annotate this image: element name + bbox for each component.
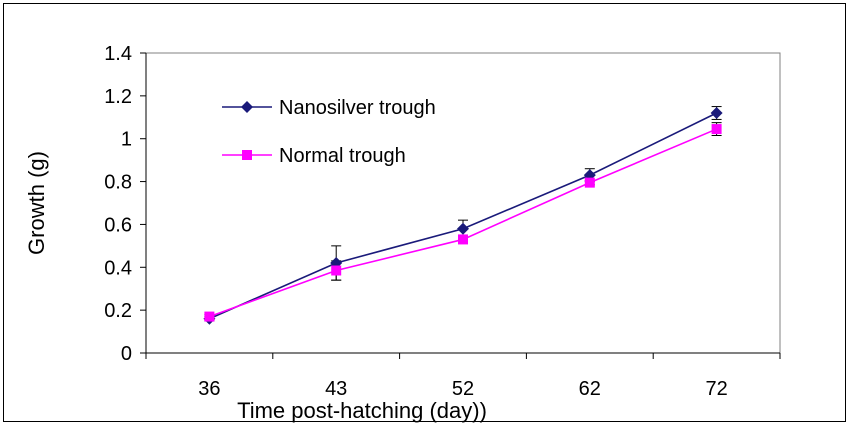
- axes: 0 0.2 0.4 0.6 0.8 1 1.2 1.4 36 43 52 62 72: [104, 43, 781, 400]
- series-line-1: [209, 112, 717, 320]
- data-point-diamond: [710, 107, 723, 119]
- series-lines: [209, 112, 717, 320]
- data-point-square: [204, 311, 215, 322]
- plot-area: [145, 52, 781, 354]
- y-tick-label: 0.2: [104, 300, 132, 322]
- plot-border: [145, 52, 781, 354]
- y-tick-label: 1.2: [104, 86, 132, 108]
- y-tick-label: 0.4: [104, 257, 132, 279]
- legend-label: Nanosilver trough: [279, 97, 436, 119]
- data-point-square: [331, 265, 342, 276]
- y-tick-label: 0.8: [104, 172, 132, 194]
- legend-marker-square: [242, 150, 252, 160]
- data-point-diamond: [457, 222, 469, 235]
- x-tick-label: 62: [579, 378, 601, 400]
- y-tick-label: 0: [121, 343, 132, 365]
- y-tick-label: 1: [121, 129, 132, 151]
- error-bars: [204, 106, 722, 322]
- series-markers: [203, 107, 723, 325]
- data-point-square: [584, 177, 595, 188]
- chart-frame: [3, 3, 846, 422]
- x-tick-label: 72: [705, 378, 727, 400]
- y-tick-label: 1.4: [104, 43, 132, 65]
- x-tick-label: 43: [325, 378, 347, 400]
- x-axis-label: Time post-hatching (day)): [237, 398, 487, 423]
- x-tick-label: 36: [198, 378, 220, 400]
- legend-marker-diamond: [241, 101, 253, 113]
- y-tick-label: 0.6: [104, 214, 132, 236]
- y-axis-label: Growth (g): [24, 151, 49, 255]
- x-tick-label: 52: [452, 378, 474, 400]
- legend: Nanosilver trough Normal trough: [222, 97, 436, 167]
- data-point-square: [711, 124, 722, 135]
- legend-label: Normal trough: [279, 145, 406, 167]
- data-point-square: [458, 234, 468, 245]
